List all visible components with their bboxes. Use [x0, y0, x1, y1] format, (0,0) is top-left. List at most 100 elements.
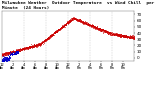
Point: [38, 44, 41, 46]
Point: [7, 51, 10, 52]
Point: [16, 51, 18, 53]
Point: [96, 25, 98, 27]
Point: [124, 36, 126, 37]
Point: [11, 53, 14, 54]
Point: [45, 39, 48, 40]
Point: [62, 26, 65, 28]
Point: [126, 36, 128, 37]
Point: [112, 34, 114, 35]
Point: [118, 35, 121, 37]
Point: [10, 52, 12, 53]
Point: [131, 37, 133, 38]
Point: [119, 34, 121, 36]
Point: [106, 30, 108, 32]
Point: [67, 23, 69, 24]
Point: [33, 45, 36, 47]
Point: [71, 18, 74, 19]
Point: [101, 30, 104, 31]
Point: [16, 49, 18, 51]
Point: [23, 47, 26, 48]
Point: [24, 48, 26, 49]
Point: [13, 53, 16, 54]
Point: [16, 52, 18, 53]
Point: [4, 57, 6, 59]
Point: [80, 20, 82, 21]
Point: [29, 47, 31, 49]
Point: [41, 42, 43, 43]
Point: [9, 51, 12, 52]
Point: [86, 22, 89, 24]
Point: [110, 33, 113, 35]
Point: [70, 18, 72, 19]
Point: [15, 49, 17, 50]
Point: [125, 35, 127, 36]
Point: [112, 33, 115, 35]
Point: [113, 34, 115, 36]
Point: [93, 26, 96, 27]
Point: [11, 51, 14, 53]
Point: [85, 22, 88, 23]
Point: [70, 19, 72, 21]
Point: [24, 48, 27, 49]
Point: [102, 30, 105, 31]
Point: [62, 26, 64, 27]
Point: [50, 35, 53, 36]
Point: [25, 47, 28, 48]
Point: [48, 38, 50, 39]
Point: [117, 35, 120, 36]
Point: [93, 27, 96, 28]
Point: [2, 57, 4, 59]
Point: [76, 18, 78, 19]
Point: [16, 50, 19, 51]
Point: [72, 19, 74, 20]
Point: [13, 54, 16, 55]
Point: [78, 19, 81, 20]
Point: [45, 39, 48, 40]
Point: [4, 59, 6, 61]
Point: [107, 32, 110, 33]
Point: [70, 17, 73, 19]
Point: [6, 57, 8, 58]
Point: [37, 44, 40, 45]
Point: [37, 44, 39, 45]
Point: [110, 33, 113, 34]
Point: [73, 18, 76, 19]
Point: [40, 43, 42, 44]
Point: [89, 24, 91, 25]
Point: [104, 30, 107, 32]
Point: [7, 52, 10, 53]
Point: [53, 32, 56, 33]
Point: [82, 22, 85, 23]
Point: [17, 49, 20, 51]
Point: [3, 60, 6, 61]
Point: [109, 31, 112, 32]
Point: [29, 46, 32, 48]
Point: [50, 34, 53, 35]
Point: [83, 22, 85, 23]
Point: [5, 53, 8, 54]
Point: [22, 48, 25, 49]
Point: [21, 48, 24, 49]
Point: [6, 58, 9, 60]
Point: [45, 38, 47, 39]
Point: [92, 26, 95, 28]
Point: [116, 33, 118, 34]
Point: [13, 51, 16, 52]
Point: [132, 37, 134, 39]
Point: [1, 58, 4, 60]
Point: [2, 53, 4, 55]
Point: [7, 59, 10, 61]
Point: [116, 35, 119, 37]
Point: [27, 48, 29, 49]
Point: [100, 30, 103, 31]
Point: [18, 48, 21, 50]
Point: [25, 46, 27, 48]
Point: [54, 30, 56, 31]
Point: [98, 29, 101, 30]
Point: [94, 28, 97, 29]
Point: [69, 18, 72, 19]
Point: [96, 28, 99, 29]
Point: [0, 54, 3, 55]
Point: [87, 24, 89, 25]
Point: [90, 25, 93, 26]
